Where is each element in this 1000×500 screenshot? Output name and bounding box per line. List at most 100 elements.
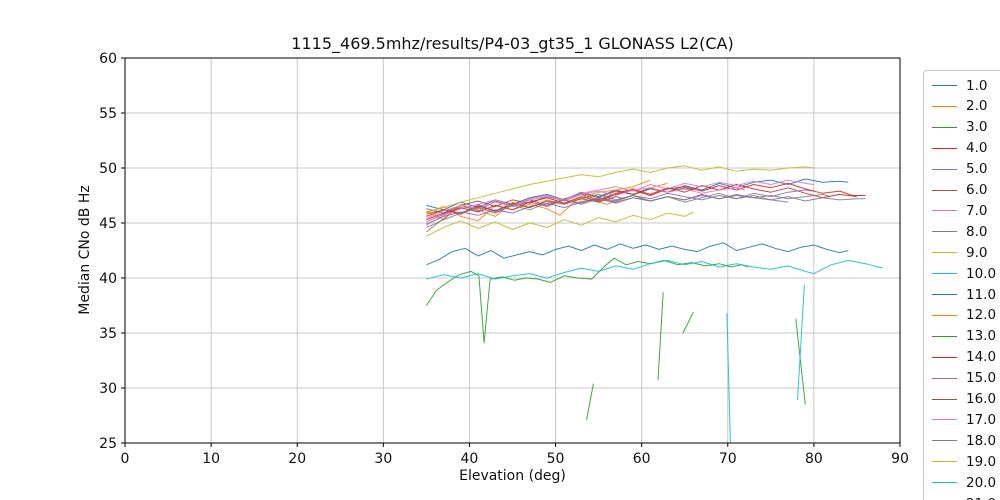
- legend-item-15.0: 15.0: [924, 368, 1000, 389]
- legend-line-swatch: [932, 105, 957, 107]
- legend-item-13.0: 13.0: [924, 326, 1000, 347]
- series-line-15.0: [426, 193, 789, 225]
- series-line-14.0: [426, 182, 866, 221]
- legend-label: 9.0: [966, 244, 988, 261]
- y-tick-label: 40: [99, 271, 117, 287]
- legend-label: 6.0: [966, 182, 988, 198]
- chart-title: 1115_469.5mhz/results/P4-03_gt35_1 GLONA…: [291, 34, 734, 53]
- legend-label: 20.0: [966, 474, 997, 491]
- x-tick-label: 90: [891, 451, 909, 467]
- series-line-13.0: [657, 292, 664, 381]
- series-line-13.0: [682, 311, 694, 334]
- x-tick-label: 50: [547, 451, 565, 467]
- plot-border: [124, 57, 901, 444]
- x-axis-label: Elevation (deg): [459, 468, 566, 484]
- legend-item-14.0: 14.0: [924, 347, 1000, 368]
- legend-label: 5.0: [966, 161, 988, 178]
- legend-label: 12.0: [966, 307, 997, 324]
- series-line-7.0: [426, 179, 814, 226]
- legend-line-swatch: [932, 377, 957, 379]
- legend-item-12.0: 12.0: [924, 305, 1000, 326]
- y-tick-label: 60: [99, 51, 117, 67]
- series-line-20.0: [797, 284, 805, 401]
- legend-line-swatch: [932, 252, 957, 254]
- legend-item-2.0: 2.0: [924, 96, 1000, 117]
- legend-line-swatch: [932, 168, 957, 170]
- legend-item-9.0: 9.0: [924, 242, 1000, 263]
- series-line-12.0: [426, 179, 651, 221]
- legend-line-swatch: [932, 294, 957, 295]
- legend-line-swatch: [932, 210, 957, 212]
- legend-item-17.0: 17.0: [924, 409, 1000, 430]
- y-tick-label: 50: [99, 161, 117, 177]
- legend-item-18.0: 18.0: [924, 430, 1000, 451]
- legend-label: 7.0: [966, 202, 988, 219]
- legend-label: 2.0: [966, 98, 988, 115]
- y-tick-label: 25: [99, 436, 117, 452]
- legend-item-16.0: 16.0: [924, 389, 1000, 410]
- legend-line-swatch: [932, 314, 957, 316]
- series-line-3.0: [425, 257, 749, 344]
- legend-label: 1.0: [966, 77, 988, 94]
- series-line-18.0: [426, 193, 832, 228]
- legend-label: 11.0: [966, 286, 997, 303]
- legend-item-3.0: 3.0: [924, 117, 1000, 138]
- x-tick-label: 10: [202, 451, 220, 467]
- x-tick-label: 60: [633, 451, 651, 467]
- legend-line-swatch: [932, 231, 957, 233]
- legend-label: 14.0: [966, 349, 997, 366]
- legend-line-swatch: [932, 356, 957, 358]
- legend-line-swatch: [932, 126, 957, 128]
- legend-label: 13.0: [966, 328, 997, 345]
- x-tick-label: 40: [461, 451, 479, 467]
- x-tick-label: 20: [288, 451, 306, 467]
- legend-label: 16.0: [966, 391, 997, 407]
- series-line-13.0: [795, 318, 806, 405]
- legend-item-8.0: 8.0: [924, 221, 1000, 242]
- y-tick-label: 35: [99, 326, 117, 342]
- legend-label: 19.0: [966, 453, 997, 470]
- series-line-17.0: [426, 187, 746, 220]
- legend-line-swatch: [932, 335, 957, 337]
- series-line-9.0: [426, 211, 694, 237]
- legend-item-1.0: 1.0: [924, 75, 1000, 96]
- legend-label: 8.0: [966, 223, 988, 240]
- legend-line-swatch: [932, 440, 957, 442]
- legend-line-swatch: [932, 147, 957, 149]
- legend-line-swatch: [932, 482, 957, 484]
- legend: 1.0 2.0 3.0 4.0 5.0 6.0 7.0 8.0 9.0 10.0 11.0 12.0 1…: [923, 70, 1000, 500]
- legend-item-21.0: 21.0: [924, 493, 1000, 500]
- legend-item-4.0: 4.0: [924, 138, 1000, 159]
- legend-item-11.0: 11.0: [924, 284, 1000, 305]
- legend-line-swatch: [932, 85, 957, 86]
- x-tick-label: 80: [805, 451, 823, 467]
- legend-line-swatch: [932, 419, 957, 421]
- legend-label: 21.0: [966, 496, 996, 500]
- legend-label: 15.0: [966, 370, 997, 387]
- legend-label: 10.0: [966, 265, 997, 282]
- y-tick-label: 55: [99, 106, 117, 122]
- series-line-10.0: [426, 259, 883, 280]
- legend-label: 18.0: [966, 432, 997, 449]
- y-tick-label: 30: [99, 381, 117, 397]
- legend-line-swatch: [932, 273, 957, 275]
- legend-label: 17.0: [966, 411, 997, 428]
- series-line-11.0: [426, 242, 849, 266]
- y-axis-label: Median CNo dB Hz: [77, 185, 93, 315]
- x-tick-label: 0: [121, 451, 130, 467]
- legend-label: 3.0: [966, 119, 988, 136]
- series-line-20.0: [726, 313, 731, 444]
- legend-item-5.0: 5.0: [924, 159, 1000, 180]
- legend-item-19.0: 19.0: [924, 451, 1000, 472]
- legend-line-swatch: [932, 398, 957, 400]
- legend-item-6.0: 6.0: [924, 180, 1000, 201]
- series-line-19.0: [426, 165, 814, 213]
- legend-item-10.0: 10.0: [924, 263, 1000, 284]
- series-line-2.0: [426, 182, 668, 222]
- legend-label: 4.0: [966, 140, 988, 157]
- legend-item-20.0: 20.0: [924, 472, 1000, 493]
- x-tick-label: 30: [374, 451, 392, 467]
- series-line-13.0: [586, 383, 594, 420]
